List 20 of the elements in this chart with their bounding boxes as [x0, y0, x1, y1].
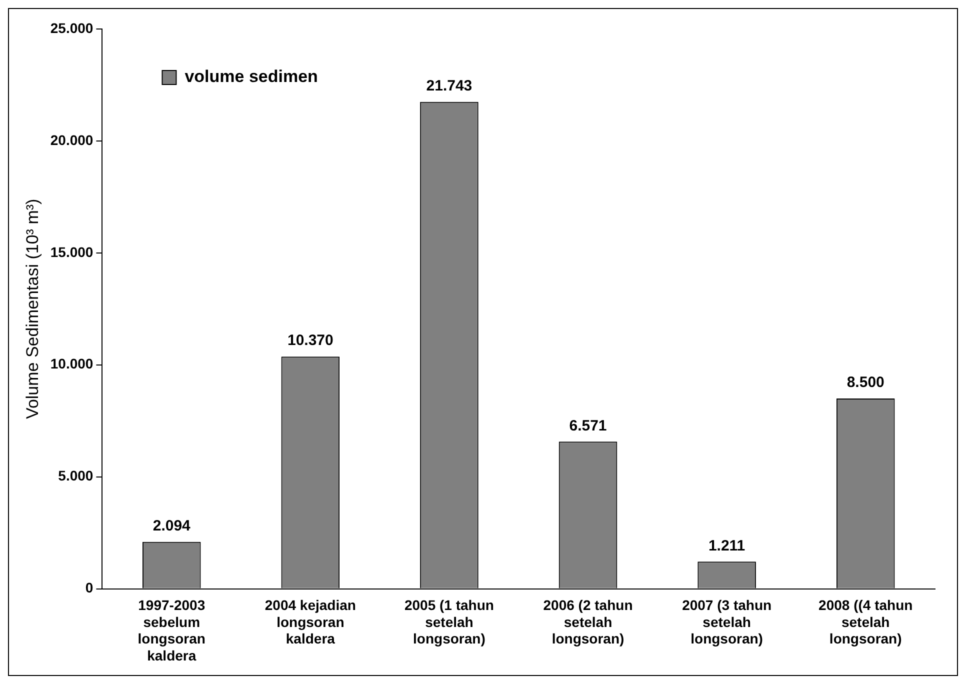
- x-tick-label: 2006 (2 tahun setelah longsoran): [543, 597, 633, 647]
- data-label: 21.743: [426, 78, 472, 95]
- y-tick-label: 15.000: [50, 244, 94, 260]
- x-tick-label: 2004 kejadian longsoran kaldera: [264, 597, 356, 647]
- x-tick-label: 2008 ((4 tahun setelah longsoran): [818, 597, 913, 647]
- x-tick-label: 2005 (1 tahun setelah longsoran): [404, 597, 494, 647]
- x-tick-label: 2007 (3 tahun setelah longsoran): [682, 597, 772, 647]
- y-tick-label: 25.000: [50, 20, 94, 36]
- data-label: 1.211: [708, 537, 746, 554]
- data-label: 10.370: [287, 332, 334, 350]
- y-tick-label: 0: [85, 580, 94, 596]
- y-tick-label: 5.000: [58, 468, 94, 484]
- data-label: 2.094: [152, 518, 192, 535]
- y-axis-title: Volume Sedimentasi (10³ m³): [22, 198, 42, 419]
- legend-label: volume sedimen: [184, 67, 318, 86]
- data-label: 6.571: [569, 417, 607, 434]
- data-label: 8.500: [846, 374, 884, 392]
- y-tick-label: 20.000: [50, 132, 94, 148]
- x-tick-label: 1997-2003 sebelum longsoran kaldera: [138, 597, 206, 664]
- y-tick-label: 10.000: [50, 356, 94, 372]
